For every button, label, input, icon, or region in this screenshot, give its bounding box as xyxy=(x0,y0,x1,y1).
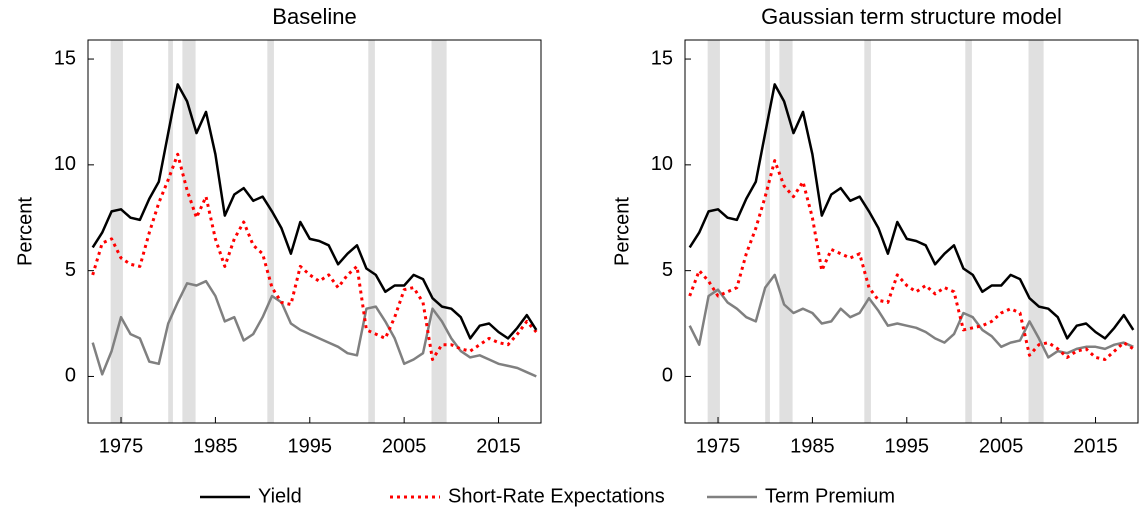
y-tick-label: 5 xyxy=(662,259,673,281)
chart-title: Baseline xyxy=(272,4,356,29)
y-tick-label: 0 xyxy=(65,365,76,387)
series-line xyxy=(91,279,537,378)
recession-band xyxy=(1028,40,1044,423)
legend: Yield Short-Rate Expectations Term Premium xyxy=(200,485,895,507)
series-line xyxy=(688,273,1134,359)
panel: Gaussian term structure model Percent 0 5 10… xyxy=(611,4,1139,457)
recession-band xyxy=(707,40,720,423)
legend-label: Short-Rate Expectations xyxy=(448,485,665,507)
series-line xyxy=(688,83,1135,340)
x-tick-label: 1985 xyxy=(790,435,835,457)
recession-band xyxy=(110,40,123,423)
y-tick-label: 0 xyxy=(662,365,673,387)
recession-band xyxy=(765,40,770,423)
recession-band xyxy=(267,40,274,423)
y-tick-label: 10 xyxy=(54,153,76,175)
series-line xyxy=(688,159,1135,361)
x-tick-label: 2015 xyxy=(1073,435,1118,457)
legend-label: Yield xyxy=(258,485,302,507)
recession-band xyxy=(431,40,447,423)
recession-band xyxy=(965,40,972,423)
plot-frame xyxy=(684,39,1139,424)
chart-title: Gaussian term structure model xyxy=(761,4,1062,29)
x-tick-label: 2015 xyxy=(476,435,521,457)
recession-band xyxy=(368,40,375,423)
plot-frame xyxy=(87,39,542,424)
x-tick-label: 1985 xyxy=(193,435,238,457)
panel: Baseline Percent 0 5 10 15 1975 1985 1995 2005 201… xyxy=(14,4,542,457)
recession-band xyxy=(168,40,173,423)
x-tick-label: 2005 xyxy=(979,435,1024,457)
legend-label: Term Premium xyxy=(765,485,895,507)
series-line xyxy=(91,83,538,340)
y-tick-label: 5 xyxy=(65,259,76,281)
x-tick-label: 1975 xyxy=(99,435,144,457)
recession-band xyxy=(779,40,793,423)
y-axis-label: Percent xyxy=(14,197,36,266)
y-axis-label: Percent xyxy=(611,197,633,266)
y-tick-label: 10 xyxy=(651,153,673,175)
y-tick-label: 15 xyxy=(54,47,76,69)
x-tick-label: 2005 xyxy=(382,435,427,457)
x-tick-label: 1975 xyxy=(696,435,741,457)
recession-band xyxy=(864,40,871,423)
y-tick-label: 15 xyxy=(651,47,673,69)
x-tick-label: 1995 xyxy=(288,435,333,457)
series-line xyxy=(91,152,538,361)
recession-band xyxy=(182,40,196,423)
x-tick-label: 1995 xyxy=(885,435,930,457)
